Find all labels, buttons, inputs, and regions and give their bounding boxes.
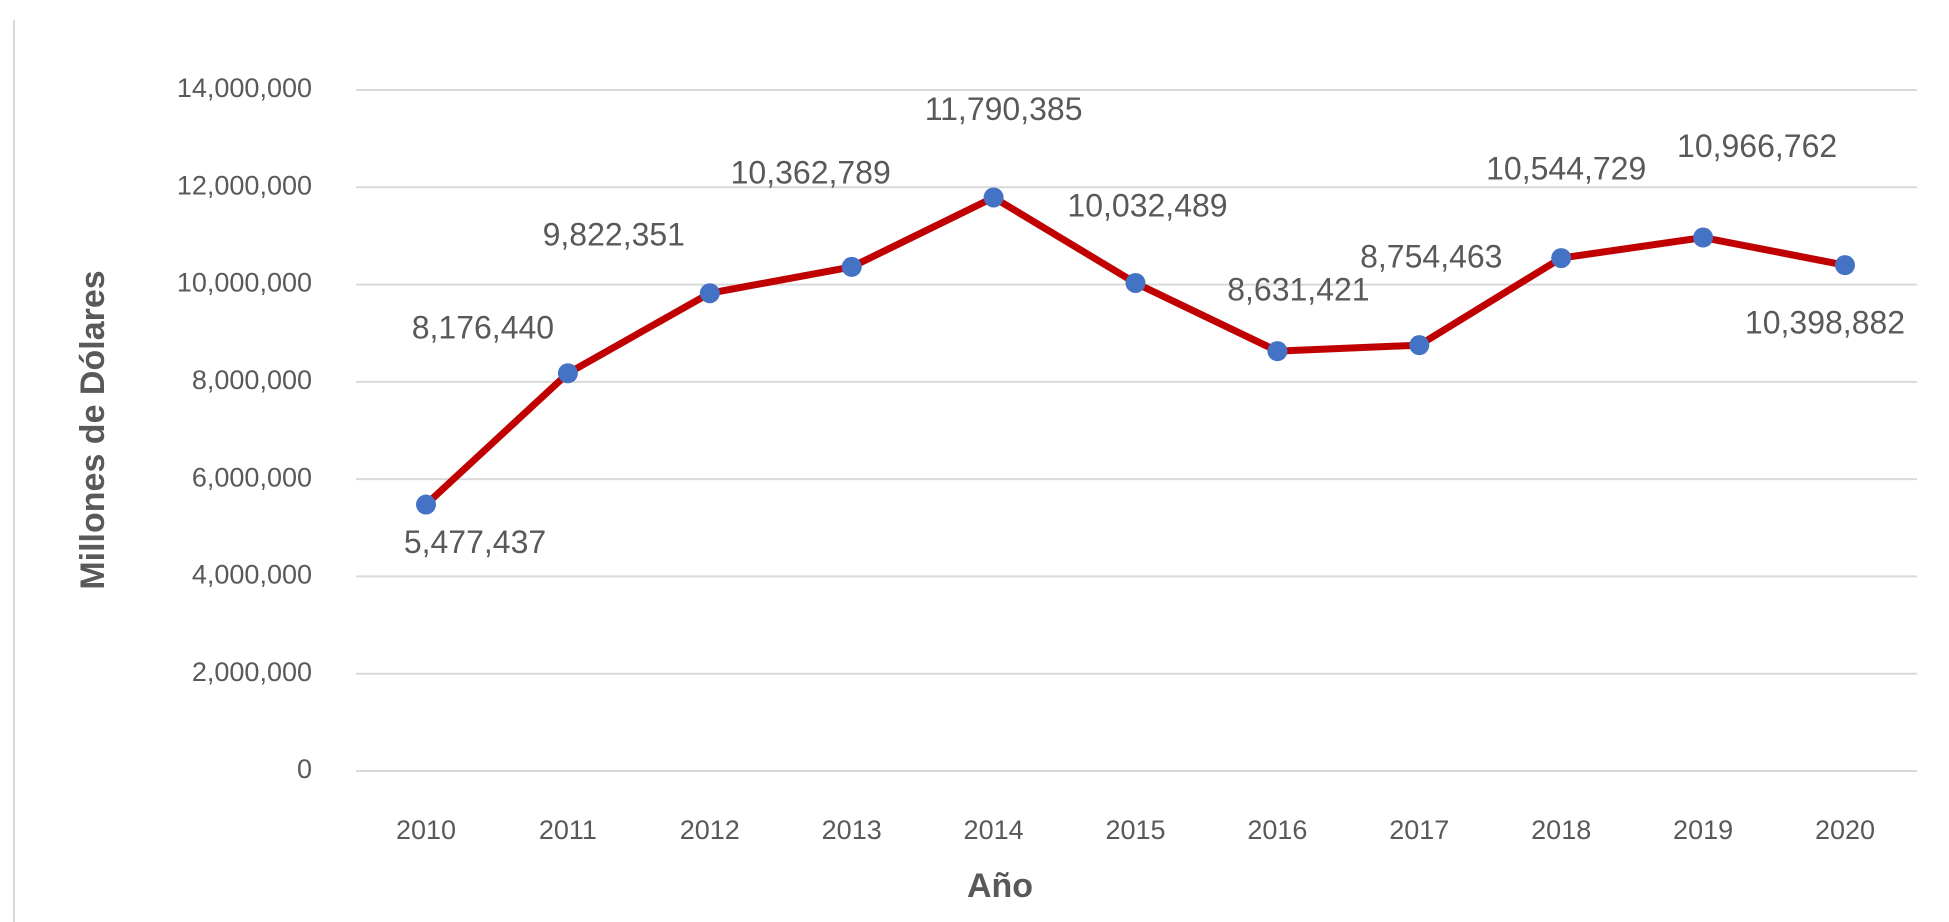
- y-tick-label: 0: [297, 754, 312, 784]
- x-tick-label: 2012: [680, 815, 740, 845]
- marker: [1267, 341, 1288, 362]
- x-tick-label: 2011: [539, 815, 597, 845]
- marker: [1693, 227, 1714, 248]
- marker: [1125, 272, 1146, 293]
- x-tick-label: 2010: [396, 815, 456, 845]
- data-label: 8,176,440: [412, 310, 554, 346]
- x-tick-label: 2020: [1815, 815, 1875, 845]
- y-axis-label: Millones de Dólares: [74, 270, 112, 589]
- marker: [557, 363, 578, 384]
- x-tick-label: 2014: [964, 815, 1024, 845]
- marker: [1551, 248, 1572, 269]
- x-tick-label: 2015: [1105, 815, 1165, 845]
- data-label: 8,631,421: [1227, 272, 1369, 308]
- data-label: 11,790,385: [925, 91, 1083, 127]
- marker: [1409, 335, 1430, 356]
- data-label: 10,032,489: [1067, 187, 1227, 223]
- y-tick-label: 12,000,000: [177, 170, 312, 200]
- data-label: 5,477,437: [404, 524, 546, 560]
- data-label: 10,362,789: [731, 154, 891, 190]
- x-tick-label: 2013: [822, 815, 882, 845]
- marker: [416, 494, 436, 515]
- y-tick-label: 4,000,000: [192, 560, 312, 590]
- y-tick-label: 6,000,000: [192, 462, 312, 492]
- x-tick-label: 2016: [1247, 815, 1307, 845]
- x-tick-label: 2019: [1673, 815, 1733, 845]
- data-label: 10,398,882: [1745, 305, 1905, 341]
- x-axis-label: Año: [967, 867, 1033, 905]
- x-tick-label: 2017: [1389, 815, 1449, 845]
- x-tick-label: 2018: [1531, 815, 1591, 845]
- marker: [983, 187, 1004, 208]
- data-label: 10,966,762: [1677, 128, 1837, 164]
- y-tick-label: 10,000,000: [177, 268, 312, 298]
- data-label: 9,822,351: [543, 217, 685, 253]
- marker: [841, 256, 862, 277]
- y-tick-label: 14,000,000: [177, 73, 312, 103]
- marker: [699, 283, 720, 304]
- marker: [1835, 255, 1855, 276]
- data-label: 8,754,463: [1360, 239, 1502, 275]
- y-tick-label: 2,000,000: [192, 657, 312, 687]
- data-label: 10,544,729: [1486, 151, 1646, 187]
- y-tick-label: 8,000,000: [192, 365, 312, 395]
